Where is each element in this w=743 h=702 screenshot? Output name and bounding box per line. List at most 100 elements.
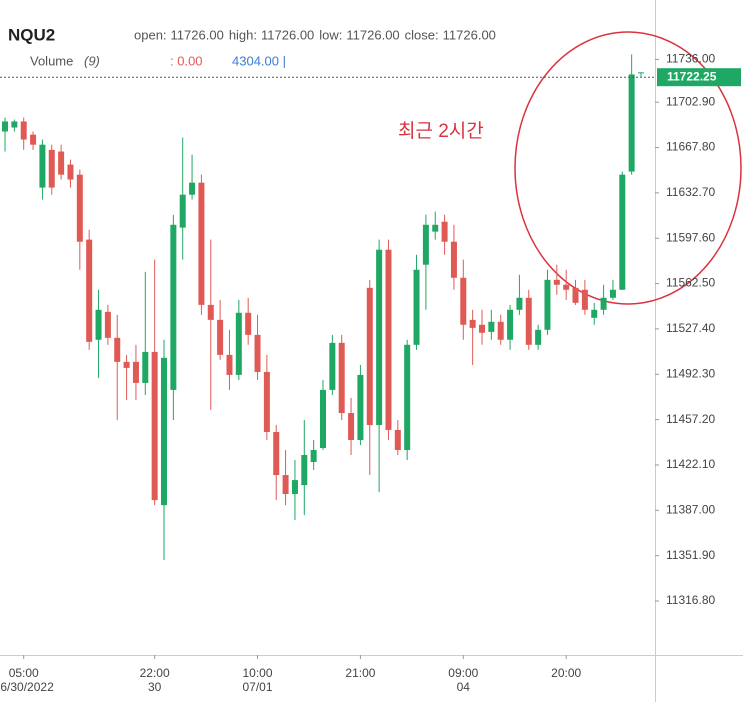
candle-body: [67, 164, 74, 180]
x-tick-label: 21:00: [345, 666, 375, 680]
y-tick-label: 11492.30: [666, 366, 715, 380]
candle-body: [273, 432, 280, 476]
candle-body: [535, 329, 542, 345]
candle-body: [291, 480, 298, 495]
candle-body: [413, 269, 420, 345]
candle-body: [20, 121, 27, 140]
candle-body: [58, 151, 65, 175]
y-tick-label: 11562.50: [666, 276, 715, 290]
candle-body: [600, 297, 607, 310]
candle-body: [338, 342, 345, 414]
y-tick-label: 11632.70: [666, 185, 715, 199]
candle-body: [189, 182, 196, 195]
candle-body: [142, 351, 149, 383]
y-tick-label: 11702.90: [666, 94, 715, 108]
ohlc-value: 11726.00: [261, 27, 314, 42]
candle-body: [39, 144, 46, 188]
candle-body: [469, 319, 476, 328]
candle-body: [563, 284, 570, 290]
candle-body: [86, 239, 93, 342]
candle-body: [151, 351, 158, 501]
candle-body: [123, 361, 130, 368]
y-tick-label: 11387.00: [666, 502, 715, 516]
candle-body: [441, 221, 448, 242]
candle-body: [609, 289, 616, 298]
candle-body: [376, 249, 383, 426]
candle-body: [591, 309, 598, 318]
candle-body: [179, 194, 186, 228]
candle-body: [320, 389, 326, 449]
x-date-label: 30: [148, 680, 162, 694]
candle-body: [161, 357, 167, 506]
candle-body: [114, 337, 121, 362]
candle-body: [104, 311, 111, 338]
candle-body: [422, 224, 429, 265]
last-price-box: [657, 68, 741, 87]
candle-body: [507, 309, 514, 340]
y-tick-label: 11351.90: [666, 548, 715, 562]
annotation: 최근 2시간: [398, 120, 484, 142]
candle-body: [348, 413, 355, 441]
candle-body: [207, 304, 214, 320]
candle-body: [479, 324, 485, 333]
candle-body: [170, 224, 177, 390]
candle-body: [619, 174, 626, 290]
volume-value: : 0.00: [170, 53, 203, 68]
candle-body: [394, 429, 401, 450]
candle-body: [544, 279, 551, 330]
y-tick-label: 11597.60: [666, 230, 715, 244]
candle-body: [525, 297, 532, 345]
y-tick-label: 11736.00: [666, 52, 715, 66]
candle-body: [460, 277, 467, 325]
candle-body: [301, 455, 308, 486]
ohlc-label: close:: [405, 27, 439, 42]
volume-param: (9): [84, 53, 100, 68]
candle-body: [404, 344, 411, 450]
y-tick-label: 11457.20: [666, 412, 715, 426]
candle-body: [488, 321, 495, 332]
candle-body: [450, 241, 457, 278]
candle-body: [581, 289, 588, 310]
candle-body: [217, 319, 224, 355]
candle-body: [628, 74, 635, 172]
y-tick-label: 11667.80: [666, 140, 715, 154]
candle-body: [366, 287, 373, 426]
ohlc-label: open:: [134, 27, 167, 42]
candle-body: [48, 149, 55, 188]
candle-body: [11, 121, 18, 128]
ohlc-value: 11726.00: [346, 27, 399, 42]
candle-body: [235, 312, 242, 375]
ohlc-value: 11726.00: [171, 27, 224, 42]
candle-body: [263, 371, 270, 433]
x-tick-label: 10:00: [243, 666, 273, 680]
candle-body: [497, 321, 504, 340]
candle-body: [385, 249, 392, 430]
volume-value: 4304.00 |: [232, 53, 286, 68]
candle-body: [329, 342, 336, 390]
symbol: NQU2: [8, 25, 55, 44]
candle-body: [553, 279, 560, 285]
candle-body: [198, 182, 205, 305]
y-tick-label: 11316.80: [666, 593, 715, 607]
candle-body: [638, 72, 644, 74]
ohlc-value: 11726.00: [443, 27, 496, 42]
highlight-ellipse: [514, 31, 742, 305]
volume-label: Volume: [30, 53, 73, 68]
candle-body: [132, 361, 139, 383]
candle-body: [76, 174, 83, 242]
ohlc-label: low:: [319, 27, 342, 42]
x-tick-label: 22:00: [140, 666, 170, 680]
candle-body: [310, 449, 317, 462]
candle-body: [572, 287, 579, 303]
x-tick-label: 20:00: [551, 666, 581, 680]
y-tick-label: 11527.40: [666, 321, 715, 335]
candle-body: [30, 134, 37, 145]
candle-body: [357, 374, 364, 441]
y-tick-label: 11422.10: [666, 457, 715, 471]
ohlc-header: open: 11726.00 high: 11726.00 low: 11726.00 cl…: [134, 27, 496, 42]
ohlc-label: high:: [229, 27, 257, 42]
candle-body: [245, 312, 252, 335]
x-tick-label: 05:00: [9, 666, 39, 680]
candle-body: [2, 121, 8, 132]
